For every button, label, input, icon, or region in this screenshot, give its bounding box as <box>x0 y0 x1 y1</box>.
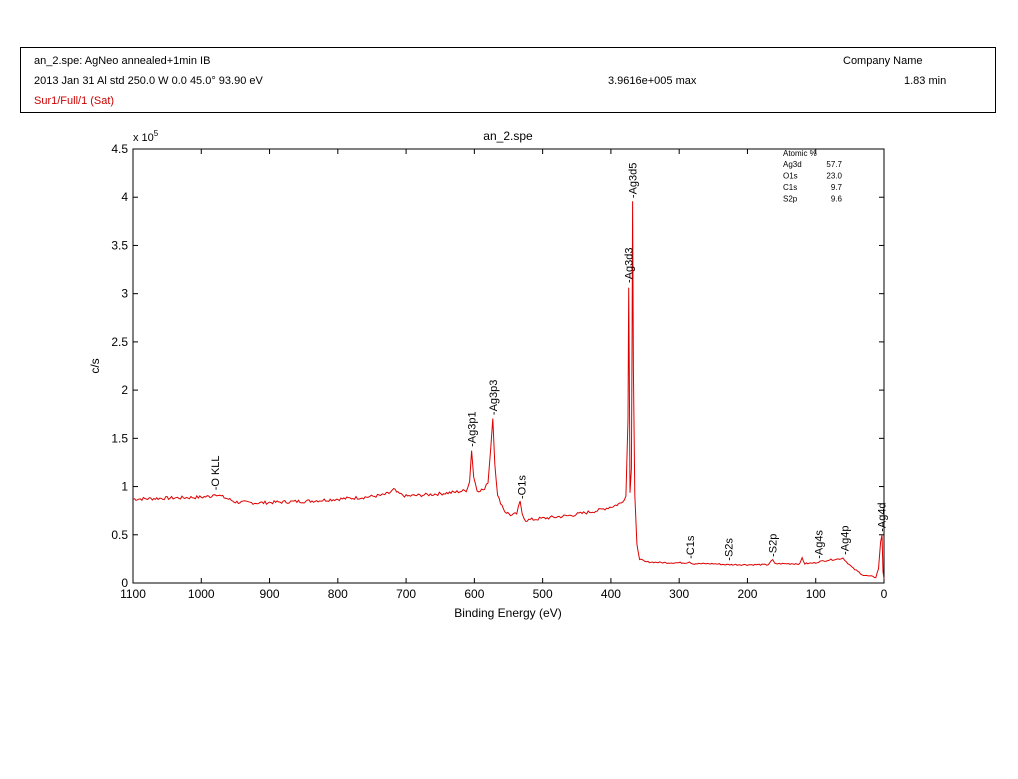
peak-label: -O KLL <box>210 455 222 490</box>
y-multiplier-exp: 5 <box>154 129 159 138</box>
atomic-row-value: 23.0 <box>826 172 842 181</box>
x-tick-label: 700 <box>396 587 416 601</box>
acquisition-time: 1.83 min <box>904 75 947 87</box>
atomic-row-value: 9.7 <box>831 183 843 192</box>
y-tick-label: 4 <box>121 190 128 204</box>
x-tick-label: 100 <box>806 587 826 601</box>
y-axis-ticks: 0 0.5 1 1.5 2 2.5 3 3.5 4 4.5 <box>111 142 884 590</box>
x-axis-label: Binding Energy (eV) <box>454 606 561 620</box>
x-tick-label: 400 <box>601 587 621 601</box>
y-tick-label: 1 <box>121 480 128 494</box>
y-tick-label: 2 <box>121 383 128 397</box>
peak-label: -S2s <box>723 538 735 561</box>
peak-label: -O1s <box>517 475 529 499</box>
y-tick-label: 4.5 <box>111 142 128 156</box>
atomic-row-value: 9.6 <box>831 195 843 204</box>
spectrum-series-layer <box>132 201 885 580</box>
acquisition-info: 2013 Jan 31 Al std 250.0 W 0.0 45.0° 93.… <box>34 75 263 87</box>
peak-label: -S2p <box>768 534 780 557</box>
region-label: Sur1/Full/1 (Sat) <box>34 95 115 107</box>
atomic-row-element: S2p <box>783 195 798 204</box>
x-tick-label: 200 <box>737 587 757 601</box>
peak-label: -Ag3d3 <box>624 248 636 283</box>
peak-label: -Ag4p <box>839 526 851 555</box>
atomic-row-element: O1s <box>783 172 798 181</box>
y-tick-label: 0.5 <box>111 528 128 542</box>
y-axis-label: c/s <box>88 358 102 373</box>
atomic-percent-table: Atomic % Ag3d 57.7 O1s 23.0 C1s 9.7 S2p 9.6 <box>783 149 843 204</box>
x-tick-label: 500 <box>533 587 553 601</box>
x-tick-label: 0 <box>881 587 888 601</box>
y-tick-label: 1.5 <box>111 431 128 445</box>
x-tick-label: 900 <box>260 587 280 601</box>
spectrum-info-header: an_2.spe: AgNeo annealed+1min IB Company… <box>20 47 996 113</box>
plot-frame <box>132 148 885 584</box>
y-tick-label: 3 <box>121 287 128 301</box>
x-tick-label: 600 <box>464 587 484 601</box>
chart-title: an_2.spe <box>483 129 533 143</box>
peak-label: -C1s <box>685 535 697 559</box>
file-title: an_2.spe: AgNeo annealed+1min IB <box>34 55 211 67</box>
y-tick-label: 2.5 <box>111 335 128 349</box>
atomic-row-element: Ag3d <box>783 160 802 169</box>
peak-labels-layer: -O KLL -Ag3p1 -Ag3p3 -O1s -Ag3d3 -Ag3d5 -C1s -S… <box>210 163 888 561</box>
y-axis-multiplier: x 105 <box>133 129 159 144</box>
atomic-table-header: Atomic % <box>783 149 817 158</box>
max-counts-label: 3.9616e+005 max <box>608 75 697 87</box>
x-tick-label: 1000 <box>188 587 215 601</box>
atomic-row-value: 57.7 <box>826 160 842 169</box>
peak-label: -Ag3p3 <box>488 380 500 415</box>
peak-label: -Ag3p1 <box>467 411 479 446</box>
x-tick-label: 1100 <box>120 587 146 601</box>
y-tick-label: 3.5 <box>111 238 128 252</box>
x-axis-ticks: 1100 1000 900 800 700 600 500 400 300 200 100 0 <box>120 149 888 601</box>
x-tick-label: 300 <box>669 587 689 601</box>
y-multiplier-base: x 10 <box>133 132 154 144</box>
peak-label: -Ag4d <box>876 502 888 531</box>
peak-label: -Ag3d5 <box>628 163 640 198</box>
spectrum-line <box>132 201 885 580</box>
x-tick-label: 800 <box>328 587 348 601</box>
atomic-row-element: C1s <box>783 183 797 192</box>
company-name: Company Name <box>843 55 923 67</box>
y-tick-label: 0 <box>121 576 128 590</box>
peak-label: -Ag4s <box>814 530 826 559</box>
